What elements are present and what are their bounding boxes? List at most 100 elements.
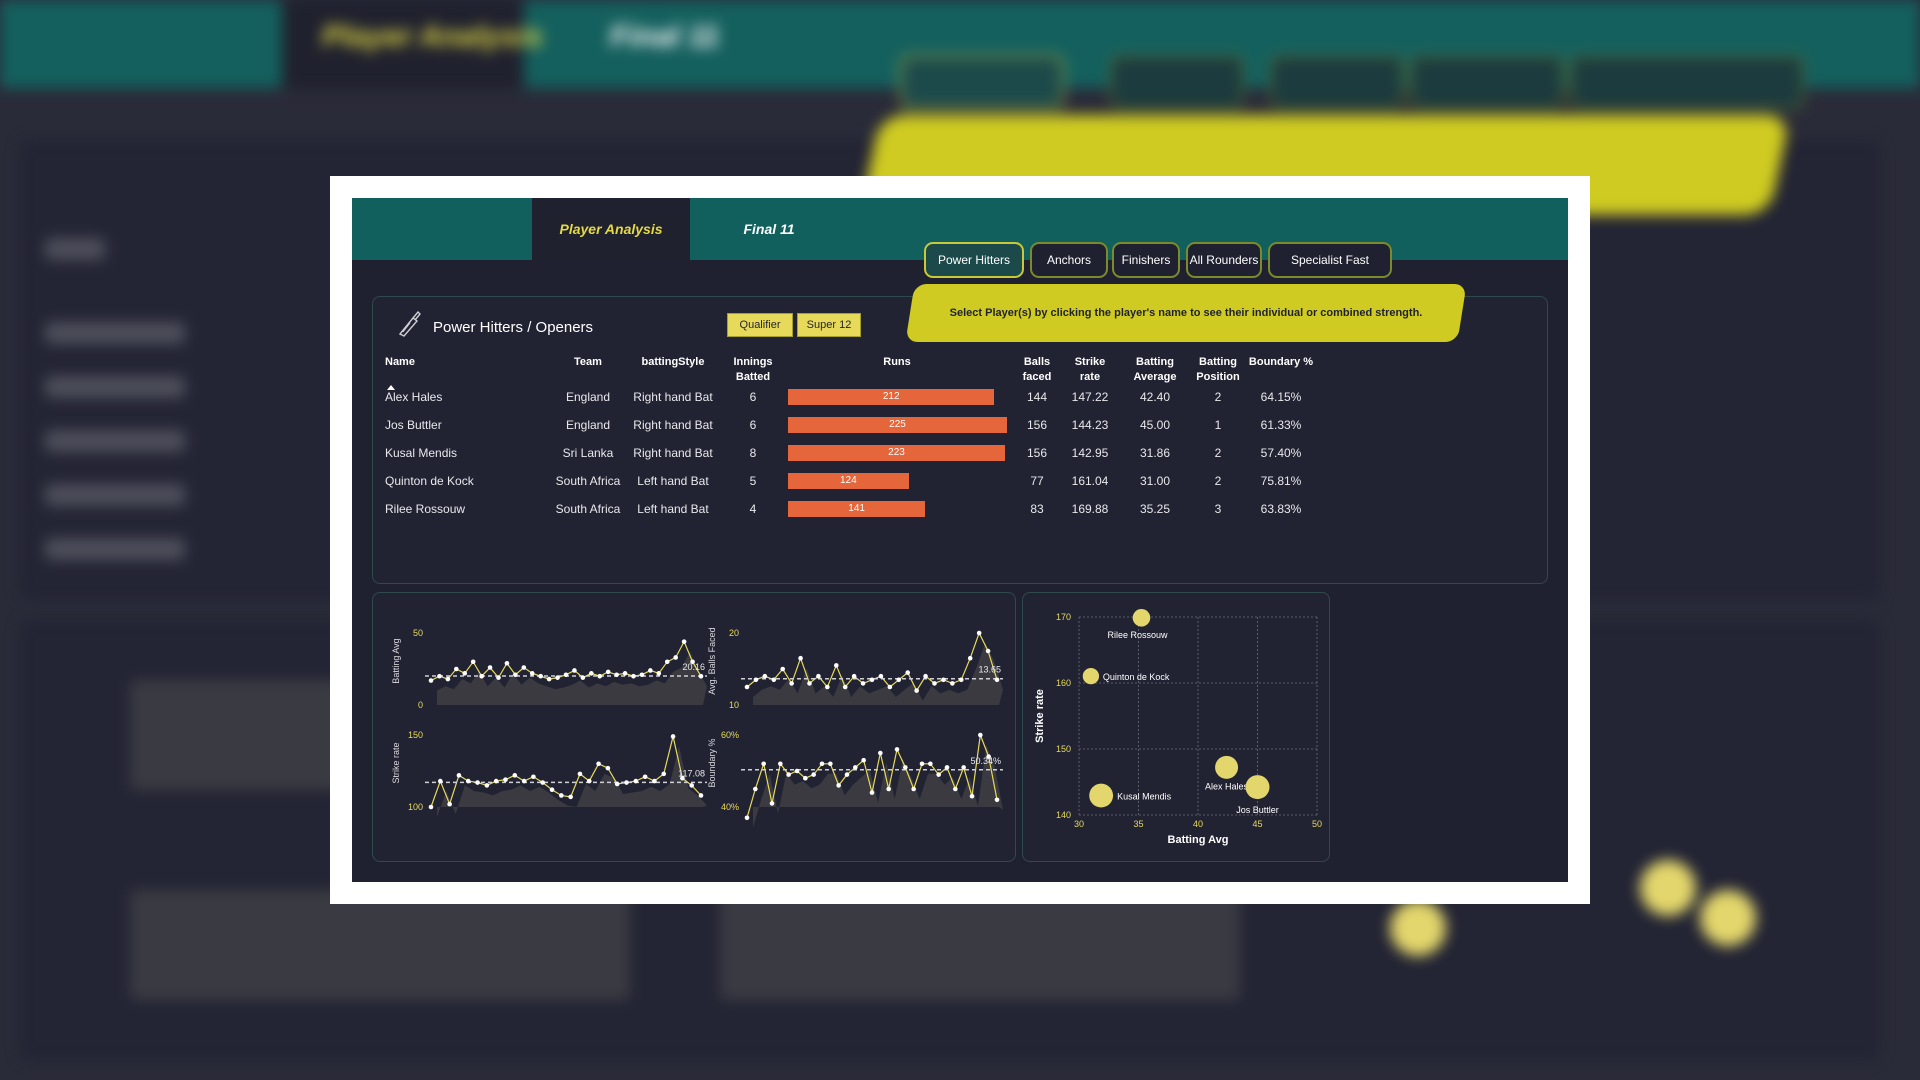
trend-chart-point[interactable] [540, 780, 546, 785]
trend-chart-point[interactable] [661, 771, 667, 777]
trend-chart-point[interactable] [953, 786, 958, 792]
column-header-name[interactable]: Name [385, 356, 415, 368]
trend-chart-point[interactable] [512, 773, 518, 778]
trend-chart-point[interactable] [932, 681, 937, 686]
trend-chart-point[interactable] [894, 747, 900, 752]
player-name[interactable]: Rilee Rossouw [385, 502, 466, 516]
trend-chart-point[interactable] [978, 732, 983, 738]
trend-chart-point[interactable] [487, 665, 493, 670]
trend-chart-point[interactable] [819, 761, 825, 767]
player-name[interactable]: Quinton de Kock [385, 474, 474, 488]
trend-chart-point[interactable] [456, 773, 462, 778]
trend-chart-point[interactable] [639, 672, 645, 678]
trend-chart-point[interactable] [586, 778, 592, 784]
trend-chart-point[interactable] [470, 659, 476, 665]
trend-chart-point[interactable] [769, 801, 775, 806]
trend-chart-point[interactable] [555, 675, 560, 680]
player-name[interactable]: Jos Buttler [385, 418, 442, 432]
trend-chart-point[interactable] [994, 677, 1000, 683]
trend-chart-point[interactable] [698, 673, 704, 679]
scatter-bubble[interactable] [1089, 783, 1114, 808]
trend-chart-point[interactable] [869, 677, 875, 683]
trend-chart-point[interactable] [589, 671, 594, 676]
trend-chart-point[interactable] [614, 672, 619, 678]
pill-all-rounders[interactable]: All Rounders [1186, 242, 1262, 278]
trend-chart-point[interactable] [842, 684, 848, 690]
trend-chart-point[interactable] [648, 668, 653, 673]
trend-chart-point[interactable] [563, 672, 569, 678]
column-header-runs[interactable]: Runs [883, 356, 911, 368]
trend-chart-point[interactable] [967, 655, 973, 661]
trend-chart-point[interactable] [860, 681, 866, 686]
trend-chart-point[interactable] [950, 681, 955, 686]
column-header-batting-style[interactable]: battingStyle [641, 356, 705, 368]
trend-chart-point[interactable] [462, 671, 468, 676]
trend-chart-point[interactable] [985, 648, 991, 654]
trend-chart-point[interactable] [624, 780, 629, 785]
trend-chart-point[interactable] [529, 671, 535, 676]
trend-chart-point[interactable] [744, 815, 750, 821]
filter-qualifier[interactable]: Qualifier [727, 313, 793, 337]
column-header-strike-rate[interactable]: Strike rate [1074, 356, 1106, 383]
trend-chart-point[interactable] [631, 673, 636, 679]
trend-chart-point[interactable] [828, 761, 833, 767]
trend-chart-point[interactable] [504, 660, 510, 666]
trend-chart-point[interactable] [851, 673, 857, 679]
trend-chart-point[interactable] [454, 666, 459, 672]
trend-chart-point[interactable] [961, 765, 966, 770]
player-name[interactable]: Alex Hales [385, 390, 443, 404]
pill-anchors[interactable]: Anchors [1030, 242, 1108, 278]
trend-chart-point[interactable] [680, 775, 685, 781]
trend-chart-point[interactable] [438, 778, 443, 784]
pill-finishers[interactable]: Finishers [1112, 242, 1180, 278]
column-header-batting-position[interactable]: Batting Position [1196, 356, 1240, 383]
trend-chart-point[interactable] [771, 677, 777, 683]
trend-chart-point[interactable] [789, 681, 794, 686]
trend-chart-point[interactable] [811, 772, 816, 777]
trend-chart-point[interactable] [803, 775, 808, 781]
trend-chart-point[interactable] [836, 783, 841, 788]
trend-chart-point[interactable] [493, 778, 499, 784]
trend-chart-point[interactable] [986, 754, 991, 759]
trend-chart-point[interactable] [976, 630, 982, 636]
trend-chart-point[interactable] [538, 673, 543, 679]
trend-chart-point[interactable] [878, 750, 883, 756]
trend-chart-point[interactable] [428, 678, 434, 683]
trend-chart-point[interactable] [577, 771, 583, 777]
trend-chart-point[interactable] [605, 669, 611, 675]
trend-chart-point[interactable] [753, 786, 758, 792]
trend-chart-point[interactable] [896, 677, 902, 683]
trend-chart-point[interactable] [744, 684, 750, 690]
trend-chart-point[interactable] [878, 673, 884, 679]
trend-chart-point[interactable] [914, 688, 919, 693]
trend-chart-point[interactable] [690, 659, 695, 665]
trend-chart-point[interactable] [496, 675, 501, 680]
trend-chart-point[interactable] [816, 673, 821, 679]
trend-chart-point[interactable] [437, 673, 442, 679]
trend-chart-point[interactable] [503, 777, 508, 782]
trend-chart-point[interactable] [969, 793, 975, 799]
trend-chart-point[interactable] [652, 778, 657, 784]
sort-ascending-icon[interactable] [387, 385, 395, 390]
trend-chart-point[interactable] [664, 659, 670, 665]
trend-chart-point[interactable] [484, 783, 490, 788]
trend-chart-point[interactable] [559, 793, 564, 798]
trend-chart-point[interactable] [994, 797, 1000, 803]
trend-chart-point[interactable] [531, 774, 536, 780]
scatter-bubble[interactable] [1082, 667, 1100, 685]
trend-chart-point[interactable] [656, 671, 662, 676]
scatter-bubble[interactable] [1215, 755, 1239, 779]
trend-chart-point[interactable] [670, 734, 676, 739]
trend-chart-point[interactable] [780, 666, 786, 672]
pill-power-hitters[interactable]: Power Hitters [924, 242, 1024, 278]
trend-chart-point[interactable] [853, 765, 858, 770]
trend-chart-point[interactable] [794, 768, 800, 774]
column-header-innings[interactable]: Innings Batted [733, 356, 773, 383]
trend-chart-point[interactable] [753, 677, 759, 683]
trend-chart-point[interactable] [521, 665, 527, 670]
trend-chart-point[interactable] [762, 673, 768, 679]
trend-chart-point[interactable] [905, 670, 911, 675]
trend-chart-point[interactable] [605, 765, 611, 771]
trend-chart-point[interactable] [928, 761, 933, 767]
trend-chart-point[interactable] [445, 676, 451, 682]
